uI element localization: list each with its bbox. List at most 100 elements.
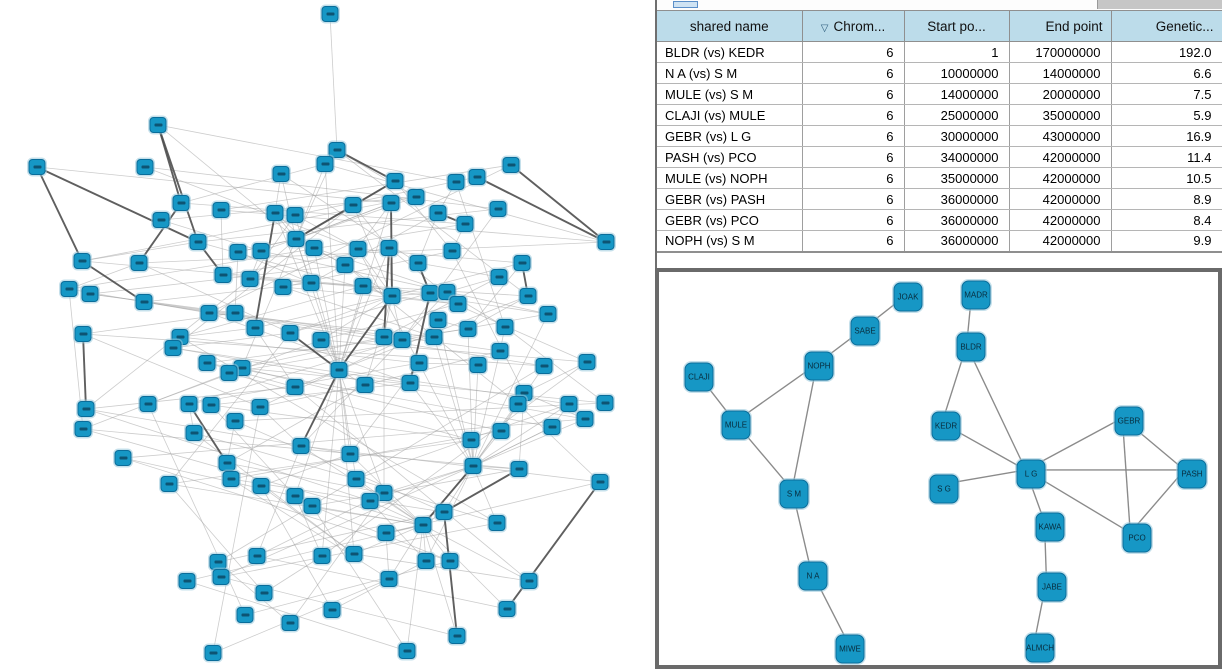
network-node[interactable] <box>214 267 232 283</box>
network-node[interactable] <box>313 548 331 564</box>
network-node[interactable] <box>77 401 95 417</box>
table-cell[interactable]: 8.4 <box>1111 209 1222 231</box>
table-row[interactable]: GEBR (vs) PCO 6 36000000 42000000 8.4 <box>657 209 1222 231</box>
network-node[interactable] <box>209 554 227 570</box>
network-node[interactable] <box>252 478 270 494</box>
network-node-jabe[interactable]: JABE <box>1037 572 1067 602</box>
filter-icon[interactable]: ▽ <box>820 22 829 34</box>
network-node[interactable] <box>401 375 419 391</box>
network-node[interactable] <box>490 269 508 285</box>
table-cell[interactable]: 11.4 <box>1111 146 1222 168</box>
network-node[interactable] <box>341 446 359 462</box>
network-node[interactable] <box>28 159 46 175</box>
network-node-s-m[interactable]: S M <box>779 479 809 509</box>
subnetwork-panel[interactable]: JOAK MADR SABE BLDR NOPH CLAJI GEBR MULE KEDR L G… <box>655 268 1222 669</box>
network-node[interactable] <box>218 455 236 471</box>
network-node[interactable] <box>222 471 240 487</box>
network-node[interactable] <box>407 189 425 205</box>
network-node[interactable] <box>204 645 222 661</box>
network-node[interactable] <box>597 234 615 250</box>
table-row[interactable]: MULE (vs) S M 6 14000000 20000000 7.5 <box>657 83 1222 105</box>
table-cell[interactable]: 170000000 <box>1009 41 1112 63</box>
network-node[interactable] <box>226 413 244 429</box>
network-node[interactable] <box>578 354 596 370</box>
network-node[interactable] <box>198 355 216 371</box>
network-node[interactable] <box>212 202 230 218</box>
table-cell[interactable]: MULE (vs) NOPH <box>657 167 803 189</box>
network-node[interactable] <box>178 573 196 589</box>
table-cell[interactable]: 14000000 <box>1009 62 1112 84</box>
network-node[interactable] <box>312 332 330 348</box>
network-node[interactable] <box>429 205 447 221</box>
table-cell[interactable]: 192.0 <box>1111 41 1222 63</box>
network-node-madr[interactable]: MADR <box>961 280 991 310</box>
network-node[interactable] <box>425 329 443 345</box>
network-node[interactable] <box>281 615 299 631</box>
network-node[interactable] <box>229 244 247 260</box>
network-node-noph[interactable]: NOPH <box>804 351 834 381</box>
network-node-joak[interactable]: JOAK <box>893 282 923 312</box>
table-cell[interactable]: GEBR (vs) PCO <box>657 209 803 231</box>
network-node[interactable] <box>212 569 230 585</box>
network-node[interactable] <box>429 312 447 328</box>
table-row[interactable]: CLAJI (vs) MULE 6 25000000 35000000 5.9 <box>657 104 1222 126</box>
table-cell[interactable]: 36000000 <box>904 209 1010 231</box>
network-node[interactable] <box>591 474 609 490</box>
network-node-almch[interactable]: ALMCH <box>1025 633 1055 663</box>
network-node[interactable] <box>535 358 553 374</box>
network-node[interactable] <box>498 601 516 617</box>
table-cell[interactable]: PASH (vs) PCO <box>657 146 803 168</box>
table-cell[interactable]: 10000000 <box>904 62 1010 84</box>
network-node[interactable] <box>539 306 557 322</box>
table-cell[interactable]: 35000000 <box>1009 104 1112 126</box>
network-node-mule[interactable]: MULE <box>721 410 751 440</box>
network-node[interactable] <box>421 285 439 301</box>
network-node[interactable] <box>246 320 264 336</box>
scrollbar-thumb[interactable] <box>673 1 698 8</box>
table-cell[interactable]: 6 <box>802 125 905 147</box>
network-node[interactable] <box>560 396 578 412</box>
column-header-shared-name[interactable]: shared name <box>657 10 803 42</box>
network-node[interactable] <box>302 275 320 291</box>
network-node[interactable] <box>330 362 348 378</box>
network-node-miwe[interactable]: MIWE <box>835 634 865 664</box>
network-node[interactable] <box>286 488 304 504</box>
network-node[interactable] <box>417 553 435 569</box>
network-node[interactable] <box>160 476 178 492</box>
table-cell[interactable]: 6 <box>802 41 905 63</box>
table-cell[interactable]: 42000000 <box>1009 146 1112 168</box>
table-cell[interactable]: 6.6 <box>1111 62 1222 84</box>
network-node[interactable] <box>180 396 198 412</box>
network-node[interactable] <box>513 255 531 271</box>
network-node-l-g[interactable]: L G <box>1016 459 1046 489</box>
network-node[interactable] <box>414 517 432 533</box>
network-node[interactable] <box>255 585 273 601</box>
network-node[interactable] <box>468 169 486 185</box>
network-node[interactable] <box>236 607 254 623</box>
network-node[interactable] <box>356 377 374 393</box>
network-node[interactable] <box>596 395 614 411</box>
network-node[interactable] <box>305 240 323 256</box>
table-cell[interactable]: 42000000 <box>1009 188 1112 210</box>
table-cell[interactable]: 36000000 <box>904 188 1010 210</box>
network-node[interactable] <box>286 379 304 395</box>
table-cell[interactable]: 36000000 <box>904 230 1010 252</box>
table-cell[interactable]: 5.9 <box>1111 104 1222 126</box>
table-row[interactable]: PASH (vs) PCO 6 34000000 42000000 11.4 <box>657 146 1222 168</box>
network-node[interactable] <box>344 197 362 213</box>
network-node[interactable] <box>316 156 334 172</box>
network-node[interactable] <box>252 243 270 259</box>
network-node[interactable] <box>502 157 520 173</box>
network-node[interactable] <box>251 399 269 415</box>
network-node[interactable] <box>520 573 538 589</box>
network-node-pash[interactable]: PASH <box>1177 459 1207 489</box>
table-cell[interactable]: 16.9 <box>1111 125 1222 147</box>
column-header-genetic[interactable]: Genetic... <box>1111 10 1222 42</box>
table-cell[interactable]: GEBR (vs) L G <box>657 125 803 147</box>
table-cell[interactable]: CLAJI (vs) MULE <box>657 104 803 126</box>
table-row[interactable]: GEBR (vs) L G 6 30000000 43000000 16.9 <box>657 125 1222 147</box>
network-node[interactable] <box>393 332 411 348</box>
network-node[interactable] <box>377 525 395 541</box>
network-node[interactable] <box>464 458 482 474</box>
network-node[interactable] <box>410 355 428 371</box>
